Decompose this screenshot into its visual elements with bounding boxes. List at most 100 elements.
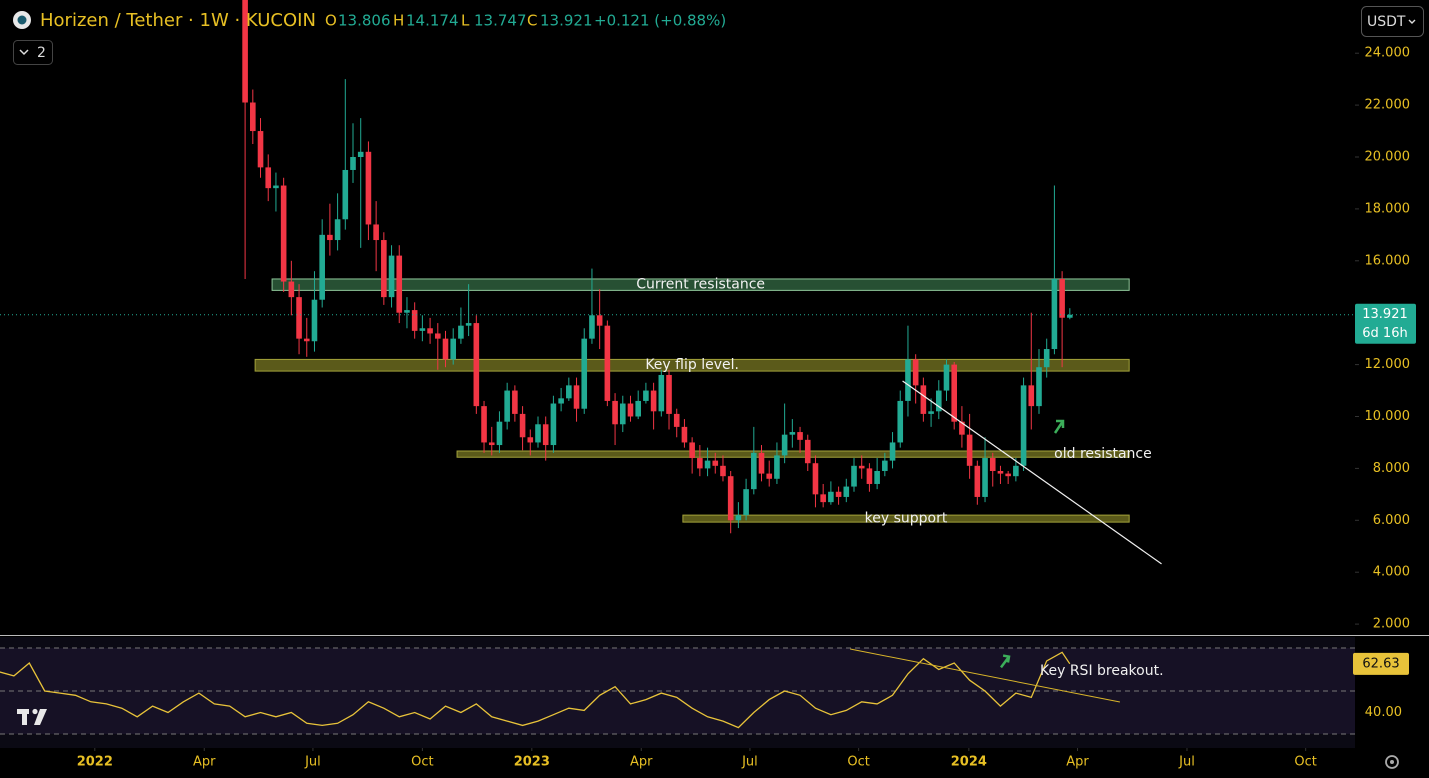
candle-body: [889, 442, 896, 461]
candle-body: [288, 281, 295, 298]
x-tick-label: 2023: [514, 755, 550, 770]
candle-body: [396, 255, 403, 313]
y-tick-label: 2.000: [1373, 617, 1410, 632]
candle-body: [411, 310, 418, 331]
candle-body: [928, 411, 934, 414]
candle-body: [874, 470, 880, 484]
candle-body: [697, 458, 703, 469]
zone: [254, 358, 1130, 372]
arrow-up: [1053, 419, 1065, 434]
candle-body: [858, 465, 865, 469]
y-tick-label: 10.000: [1365, 409, 1411, 424]
candle-body: [897, 400, 904, 443]
ohlc-label: L: [461, 12, 470, 30]
candle-body: [743, 489, 749, 516]
candle-body: [689, 442, 695, 459]
currency-label: USDT: [1367, 14, 1406, 30]
x-tick-label: Oct: [847, 755, 869, 770]
candle-body: [342, 169, 349, 220]
zone: [682, 514, 1130, 523]
symbol-title[interactable]: Horizen / Tether · 1W · KUCOIN: [40, 10, 316, 31]
candle-body: [673, 413, 680, 427]
candle-body: [311, 299, 318, 342]
candle-body: [812, 463, 819, 495]
candle-body: [905, 359, 911, 401]
candle-body: [1036, 367, 1042, 407]
candle-body: [427, 328, 433, 334]
candle-body: [442, 338, 449, 360]
candle-body: [951, 364, 958, 422]
candle-body: [766, 473, 773, 479]
candle-body: [943, 364, 950, 391]
x-tick-label: Jul: [304, 755, 321, 770]
x-tick-label: 2024: [951, 755, 987, 770]
candle-body: [1051, 278, 1058, 350]
candle-body: [966, 434, 973, 466]
candle-body: [404, 310, 410, 313]
zone-label: old resistance: [1054, 446, 1152, 462]
candle-body: [797, 432, 803, 440]
candle-body: [774, 455, 780, 479]
ohlc-label: H: [393, 12, 404, 30]
y-tick-label: 4.000: [1373, 565, 1410, 580]
zone: [271, 278, 1130, 291]
candle-body: [666, 374, 672, 414]
candle-body: [1013, 465, 1019, 477]
candle-body: [643, 390, 649, 401]
zone-label: key support: [865, 511, 948, 527]
main-pane: [0, 0, 1355, 565]
candle-body: [596, 315, 603, 326]
candle-body: [465, 323, 472, 326]
candle-body: [303, 338, 310, 342]
y-tick-label: 20.000: [1365, 149, 1411, 164]
candle-body: [935, 390, 942, 412]
chevron: [1408, 19, 1416, 24]
candle-body: [851, 465, 857, 487]
rsi-panel: [0, 637, 1355, 748]
candle-body: [280, 185, 287, 282]
candle-body: [635, 400, 641, 417]
y-tick-label: 18.000: [1365, 201, 1411, 216]
candle-body: [920, 385, 927, 414]
candle-body: [781, 434, 788, 456]
candle-body: [535, 424, 541, 443]
settings-icon[interactable]: [1385, 755, 1399, 769]
candle-body: [1059, 278, 1065, 318]
candle-body: [758, 452, 765, 474]
candle-body: [419, 328, 426, 331]
chevron: [19, 49, 29, 56]
candle-body: [720, 465, 726, 477]
candle-body: [566, 385, 572, 399]
candle-body: [327, 234, 333, 241]
x-tick-label: Jul: [741, 755, 758, 770]
candle-body: [704, 460, 711, 469]
candle-body: [804, 439, 811, 464]
candle-body: [558, 398, 564, 404]
ohlc-label: C: [527, 12, 537, 30]
ohlc-value: 13.747: [474, 12, 527, 30]
rsi-line: [0, 651, 1071, 729]
candle-body: [473, 323, 480, 407]
currency-button[interactable]: [1361, 6, 1424, 37]
candle-body: [828, 491, 834, 503]
y-tick-label: 12.000: [1365, 357, 1411, 372]
y-tick-label: 24.000: [1365, 46, 1411, 61]
candle-body: [866, 468, 873, 484]
candle-body: [1005, 473, 1011, 477]
last-price-badge: [1355, 303, 1416, 344]
y-tick-label: 22.000: [1365, 98, 1411, 113]
candle-body: [751, 452, 757, 490]
indicators-toggle[interactable]: [13, 40, 53, 65]
ohlc-value: 13.921: [540, 12, 593, 30]
candle-body: [573, 385, 580, 409]
candle-body: [388, 255, 395, 298]
candle-body: [1020, 385, 1027, 466]
arrow-up: [999, 654, 1011, 669]
candle-body: [504, 390, 510, 422]
x-tick-label: Apr: [193, 755, 216, 770]
rsi-value-badge: [1353, 652, 1409, 675]
candle-body: [512, 390, 518, 414]
candle-body: [727, 476, 734, 521]
zone: [456, 450, 1130, 458]
